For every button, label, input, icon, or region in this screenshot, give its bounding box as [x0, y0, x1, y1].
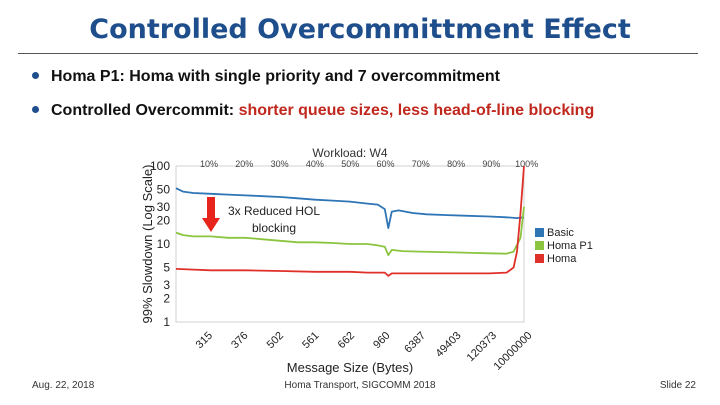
bullet-dot-icon	[32, 72, 39, 80]
percentile-label: 20%	[235, 159, 253, 169]
legend-swatch	[535, 241, 544, 250]
percentile-label: 100%	[515, 159, 538, 169]
percentile-label: 40%	[306, 159, 324, 169]
y-tick-label: 100	[150, 159, 170, 173]
y-tick-label: 30	[157, 200, 171, 214]
y-tick-label: 10	[157, 237, 171, 251]
legend-swatch	[535, 228, 544, 237]
x-tick-label: 6387	[402, 330, 428, 356]
legend-label: Basic	[547, 227, 574, 239]
annotation-arrow-shaft	[207, 197, 215, 218]
y-axis-label: 99% Slowdown (Log Scale)	[140, 165, 155, 324]
footer-date: Aug. 22, 2018	[32, 380, 95, 391]
annotation-text: blocking	[252, 221, 296, 235]
legend-label: Homa	[547, 253, 577, 265]
bullet-text: Controlled Overcommit:	[51, 102, 239, 119]
y-tick-label: 1	[163, 315, 170, 329]
bullet-text: Homa P1: Homa with single priority and 7…	[51, 68, 500, 85]
x-tick-label: 502	[265, 330, 286, 351]
x-tick-label: 315	[194, 330, 215, 351]
bullet-homa-p1: Homa P1: Homa with single priority and 7…	[32, 68, 500, 86]
y-tick-label: 2	[163, 292, 170, 306]
x-tick-label: 376	[229, 330, 250, 351]
footer-slide-number: Slide 22	[659, 380, 696, 391]
percentile-label: 90%	[482, 159, 500, 169]
x-tick-label: 662	[336, 330, 357, 351]
bullet-controlled-overcommit: Controlled Overcommit: shorter queue siz…	[32, 102, 594, 120]
percentile-label: 60%	[376, 159, 394, 169]
x-tick-label: 561	[300, 330, 321, 351]
x-tick-label: 960	[371, 330, 392, 351]
percentile-label: 30%	[271, 159, 289, 169]
plot-area	[175, 165, 525, 323]
y-tick-label: 3	[163, 278, 170, 292]
x-axis-label: Message Size (Bytes)	[287, 360, 413, 375]
percentile-label: 10%	[200, 159, 218, 169]
footer-venue: Homa Transport, SIGCOMM 2018	[284, 380, 436, 391]
chart-title: Workload: W4	[312, 146, 387, 160]
title-divider	[18, 53, 698, 54]
percentile-label: 80%	[447, 159, 465, 169]
y-tick-label: 20	[157, 214, 171, 228]
slide-title: Controlled Overcommittment Effect	[89, 14, 631, 45]
x-tick-label: 49403	[434, 330, 464, 360]
series-line-homa-p1	[175, 206, 525, 257]
y-tick-label: 50	[157, 182, 171, 196]
x-tick-label: 10000000	[492, 330, 535, 373]
series-line-basic	[175, 187, 525, 230]
bullet-highlight: shorter queue sizes, less head-of-line b…	[238, 102, 595, 119]
annotation-text: 3x Reduced HOL	[228, 204, 320, 218]
bullet-dot-icon	[32, 106, 39, 114]
y-tick-label: 5	[163, 260, 170, 274]
annotation-arrow-head	[202, 218, 220, 232]
percentile-label: 70%	[412, 159, 430, 169]
series-line-homa	[175, 165, 525, 277]
percentile-label: 50%	[341, 159, 359, 169]
legend-swatch	[535, 254, 544, 263]
legend-label: Homa P1	[547, 240, 593, 252]
x-tick-label: 120373	[465, 330, 499, 364]
